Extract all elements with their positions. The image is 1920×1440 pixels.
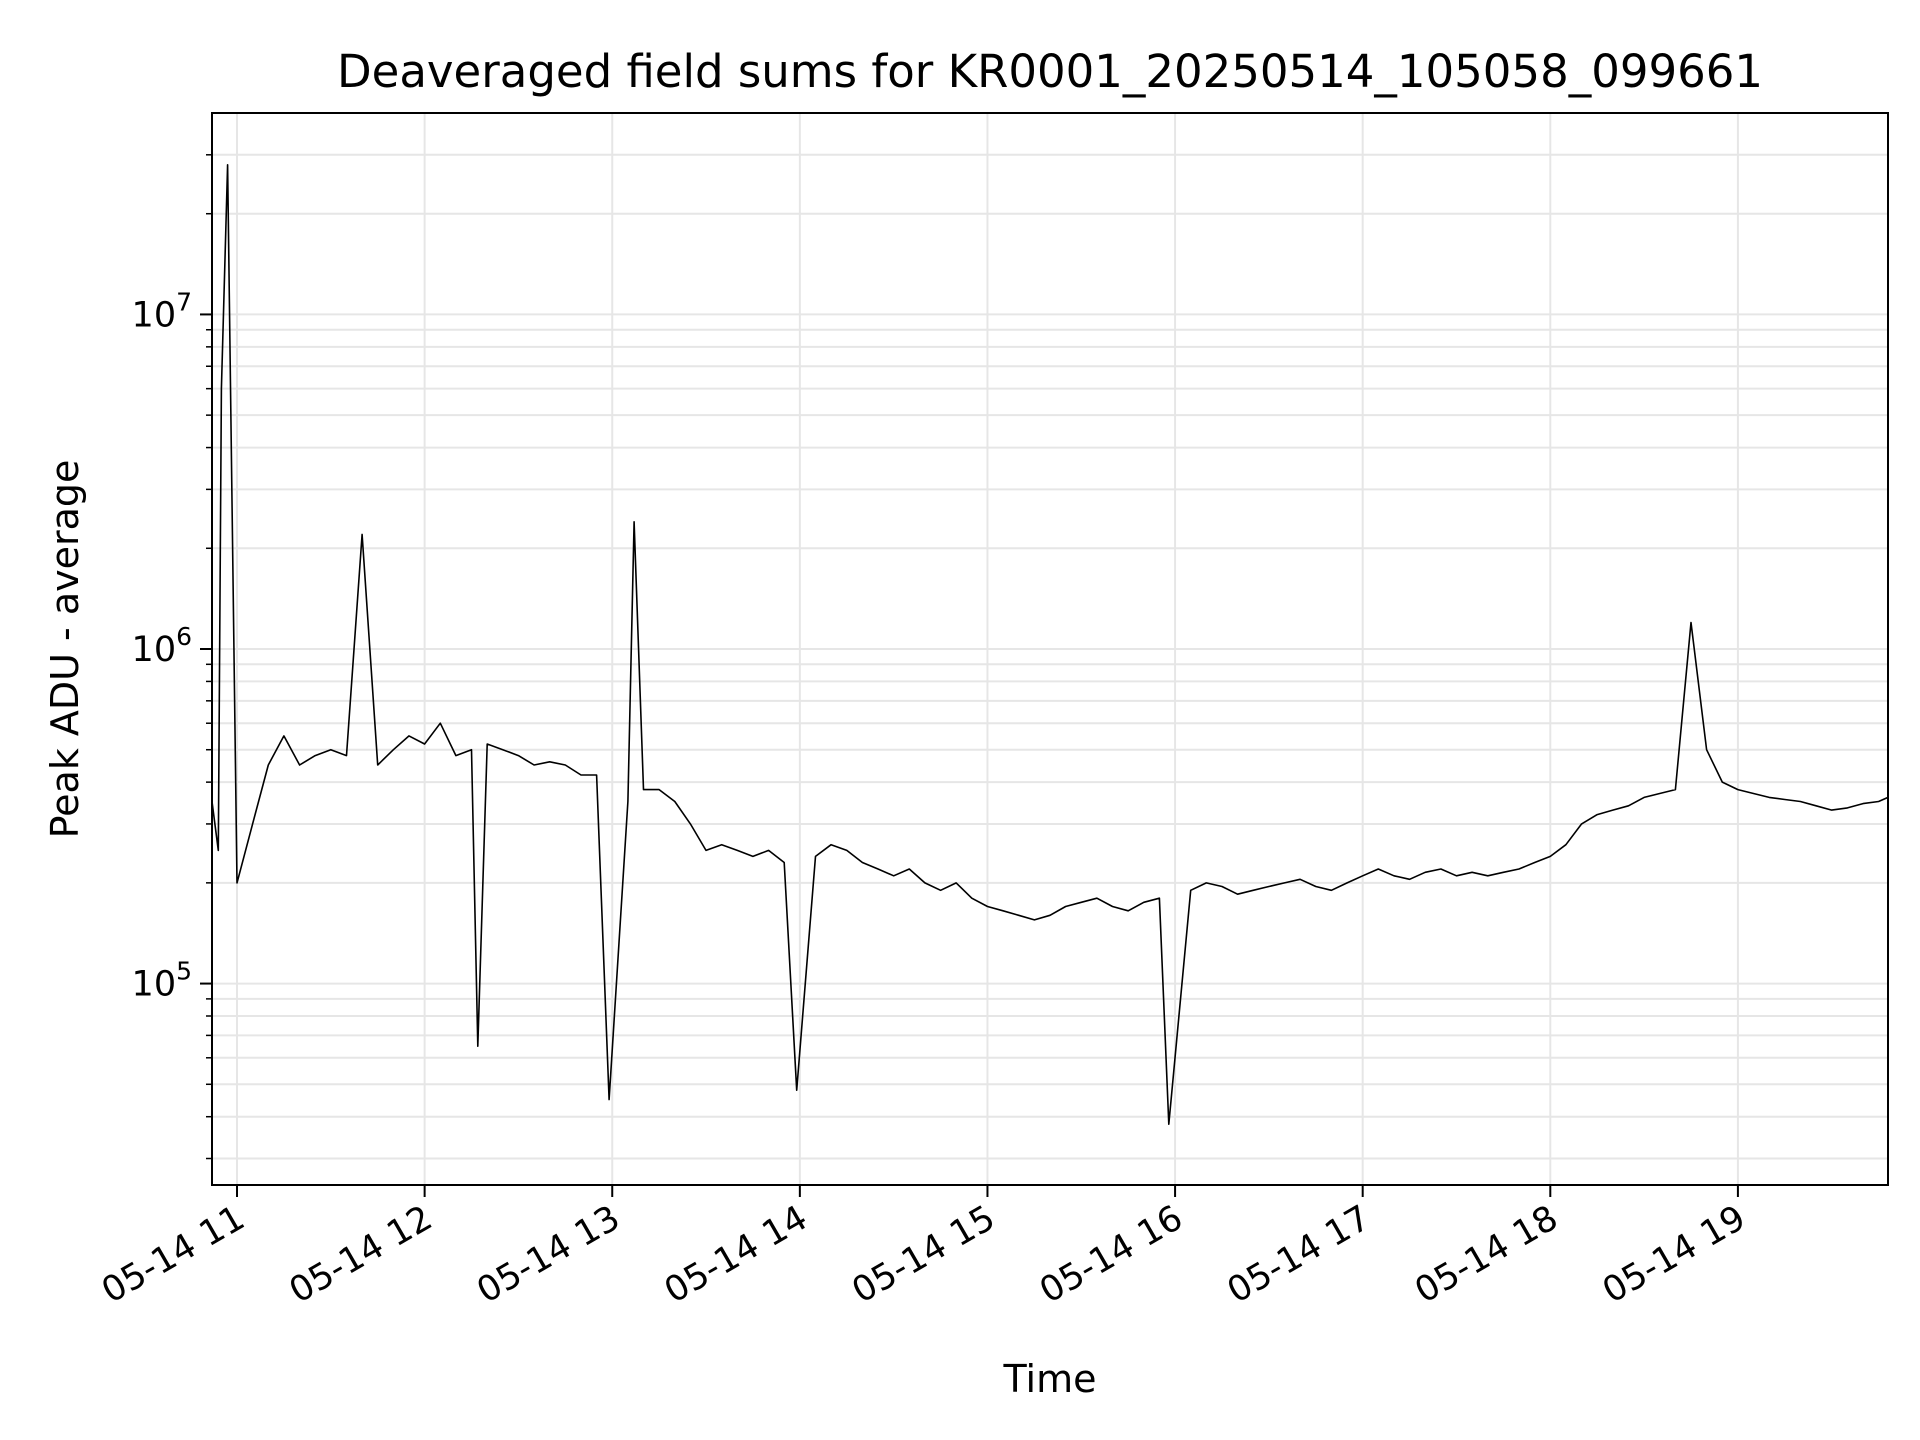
y-axis-label: Peak ADU - average: [43, 460, 87, 839]
y-tick-label: 106: [132, 622, 192, 670]
chart-title: Deaveraged field sums for KR0001_2025051…: [337, 45, 1763, 98]
series-line: [211, 164, 1889, 1125]
y-axis: 105 106 107: [132, 154, 212, 1160]
y-tick-label: 107: [132, 287, 192, 335]
x-axis-label: Time: [1003, 1357, 1097, 1401]
y-tick-label: 105: [132, 957, 192, 1005]
series: [211, 164, 1889, 1125]
grid: [212, 113, 1888, 1185]
